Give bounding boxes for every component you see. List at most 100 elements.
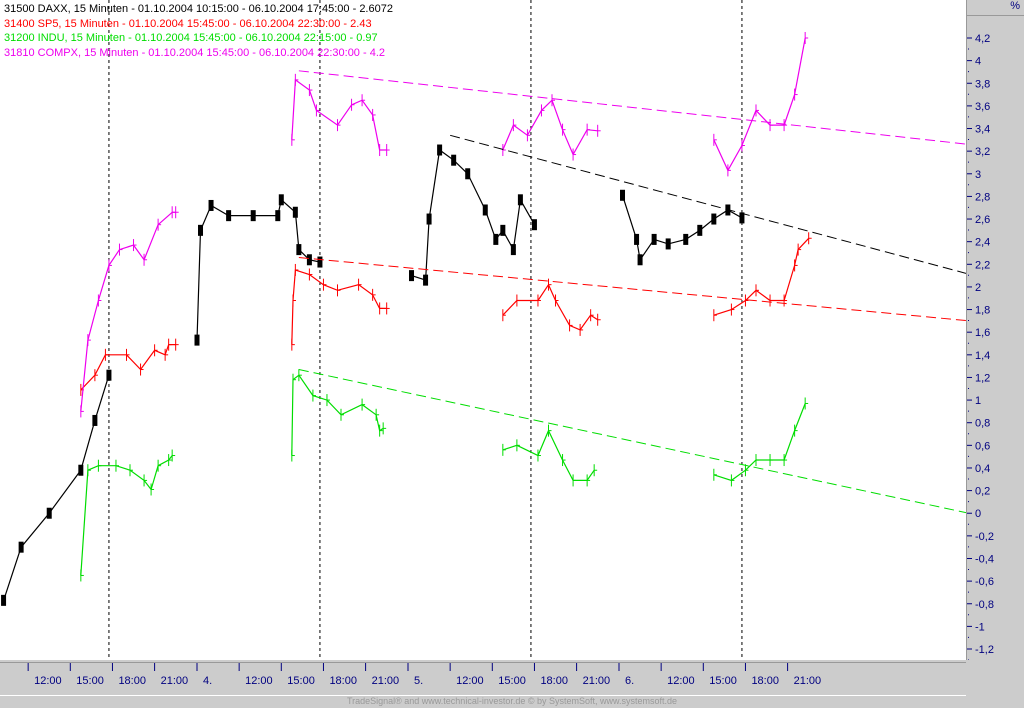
x-tick-label: 5. <box>414 675 423 687</box>
series-line-compx <box>291 78 387 151</box>
candle <box>106 369 112 381</box>
x-tick-label: 12:00 <box>456 675 484 687</box>
y-tick-label: 3,2 <box>975 146 990 158</box>
x-tick-label: 21:00 <box>794 675 822 687</box>
candle <box>78 464 84 476</box>
candle <box>697 224 703 236</box>
x-tick-label: 4. <box>203 675 212 687</box>
x-tick-label: 12:00 <box>34 675 62 687</box>
series-line-daxx <box>621 195 743 262</box>
y-tick-label: -1,2 <box>975 644 994 656</box>
y-tick-label: 1,8 <box>975 305 990 317</box>
trend-line <box>450 134 967 274</box>
y-tick-label: 4,2 <box>975 33 990 45</box>
y-tick-label: 0,6 <box>975 440 990 452</box>
x-tick-label: 18:00 <box>751 675 779 687</box>
x-tick-label: 21:00 <box>372 675 400 687</box>
series-line-sp5 <box>291 269 387 345</box>
x-axis[interactable]: 12:00 15:00 18:00 21:00 4. 12:00 15:00 18:00 21:… <box>0 662 966 696</box>
y-tick-label: 0,8 <box>975 418 990 430</box>
series-line-compx <box>502 99 598 156</box>
candle <box>306 254 312 266</box>
x-tick-label: 15:00 <box>498 675 526 687</box>
y-tick-label: -1 <box>975 621 985 633</box>
y-tick-label: -0,2 <box>975 531 994 543</box>
series-line-sp5 <box>713 237 810 316</box>
y-tick-label: 3 <box>975 169 981 181</box>
series-line-indu <box>80 455 173 576</box>
y-tick-label: 3,8 <box>975 78 990 90</box>
y-tick-label: -0,4 <box>975 553 994 565</box>
chart-plot-area[interactable] <box>0 0 967 660</box>
y-tick-label: 0 <box>975 508 981 520</box>
candle <box>18 541 24 553</box>
candle <box>437 144 443 156</box>
x-tick-label: 18:00 <box>540 675 568 687</box>
y-tick-label: 2,2 <box>975 259 990 271</box>
series-line-indu <box>713 403 806 482</box>
y-tick-label: 2,4 <box>975 237 990 249</box>
x-tick-label: 21:00 <box>583 675 611 687</box>
candle <box>208 199 214 211</box>
candle <box>250 210 256 222</box>
candle <box>198 224 204 236</box>
candle <box>409 270 415 282</box>
axis-unit-label: % <box>966 0 1024 16</box>
y-tick-label: 3,4 <box>975 124 990 136</box>
x-tick-label: 15:00 <box>76 675 104 687</box>
legend-entry-daxx[interactable]: 31500 DAXX, 15 Minuten - 01.10.2004 10:1… <box>4 3 393 15</box>
credit-text: TradeSignal® and www.technical-investor.… <box>346 696 678 706</box>
series-line-indu <box>291 374 384 456</box>
candle <box>465 168 471 180</box>
candle <box>92 414 98 426</box>
candle <box>275 210 281 222</box>
series-line-daxx <box>196 198 321 341</box>
candle <box>482 204 488 216</box>
trend-line <box>298 257 967 322</box>
candle <box>711 213 717 225</box>
x-tick-label: 12:00 <box>667 675 695 687</box>
candle <box>194 334 200 346</box>
y-tick-label: 2,8 <box>975 191 990 203</box>
series-line-sp5 <box>80 344 176 391</box>
x-tick-label: 12:00 <box>245 675 273 687</box>
candle <box>426 213 432 225</box>
candle <box>531 219 537 231</box>
y-tick-label: 2 <box>975 282 981 294</box>
x-tick-label: 21:00 <box>161 675 189 687</box>
legend-entry-indu[interactable]: 31200 INDU, 15 Minuten - 01.10.2004 15:4… <box>4 32 378 44</box>
candle <box>296 244 302 256</box>
y-axis[interactable]: 4,2 4 3,8 3,6 3,4 3,2 3 2,8 2,6 2,4 2,2 2 1,8 1,6 1,4 1… <box>966 0 1024 661</box>
y-tick-label: -0,6 <box>975 576 994 588</box>
candle <box>423 274 429 286</box>
candle <box>46 507 52 519</box>
y-tick-label: -0,8 <box>975 599 994 611</box>
x-tick-label: 6. <box>625 675 634 687</box>
candle <box>510 244 516 256</box>
legend-entry-sp5[interactable]: 31400 SP5, 15 Minuten - 01.10.2004 15:45… <box>4 17 372 30</box>
y-tick-label: 1,6 <box>975 327 990 339</box>
y-axis-svg: 4,2 4 3,8 3,6 3,4 3,2 3 2,8 2,6 2,4 2,2 2 1,8 1,6 1,4 1… <box>967 33 994 661</box>
series-line-sp5 <box>502 283 599 331</box>
x-axis-svg: 12:00 15:00 18:00 21:00 4. 12:00 15:00 18:00 21:… <box>27 663 822 687</box>
candle <box>683 233 689 245</box>
candle <box>226 210 232 222</box>
x-tick-label: 18:00 <box>329 675 357 687</box>
y-tick-label: 1,2 <box>975 372 990 384</box>
y-tick-label: 3,6 <box>975 101 990 113</box>
candle <box>634 233 640 245</box>
candle <box>278 194 284 206</box>
candle <box>493 233 499 245</box>
legend-entry-compx[interactable]: 31810 COMPX, 15 Minuten - 01.10.2004 15:… <box>4 46 385 59</box>
x-tick-label: 15:00 <box>709 675 737 687</box>
y-tick-label: 4 <box>975 56 981 68</box>
y-tick-label: 0,4 <box>975 463 990 475</box>
x-tick-label: 15:00 <box>287 675 315 687</box>
legend: 31500 DAXX, 15 Minuten - 01.10.2004 10:1… <box>4 2 393 60</box>
candle <box>317 256 323 268</box>
candle <box>292 206 298 218</box>
y-tick-label: 2,6 <box>975 214 990 226</box>
candle <box>451 154 457 166</box>
trend-line <box>298 369 967 514</box>
chart-svg <box>1 0 967 660</box>
